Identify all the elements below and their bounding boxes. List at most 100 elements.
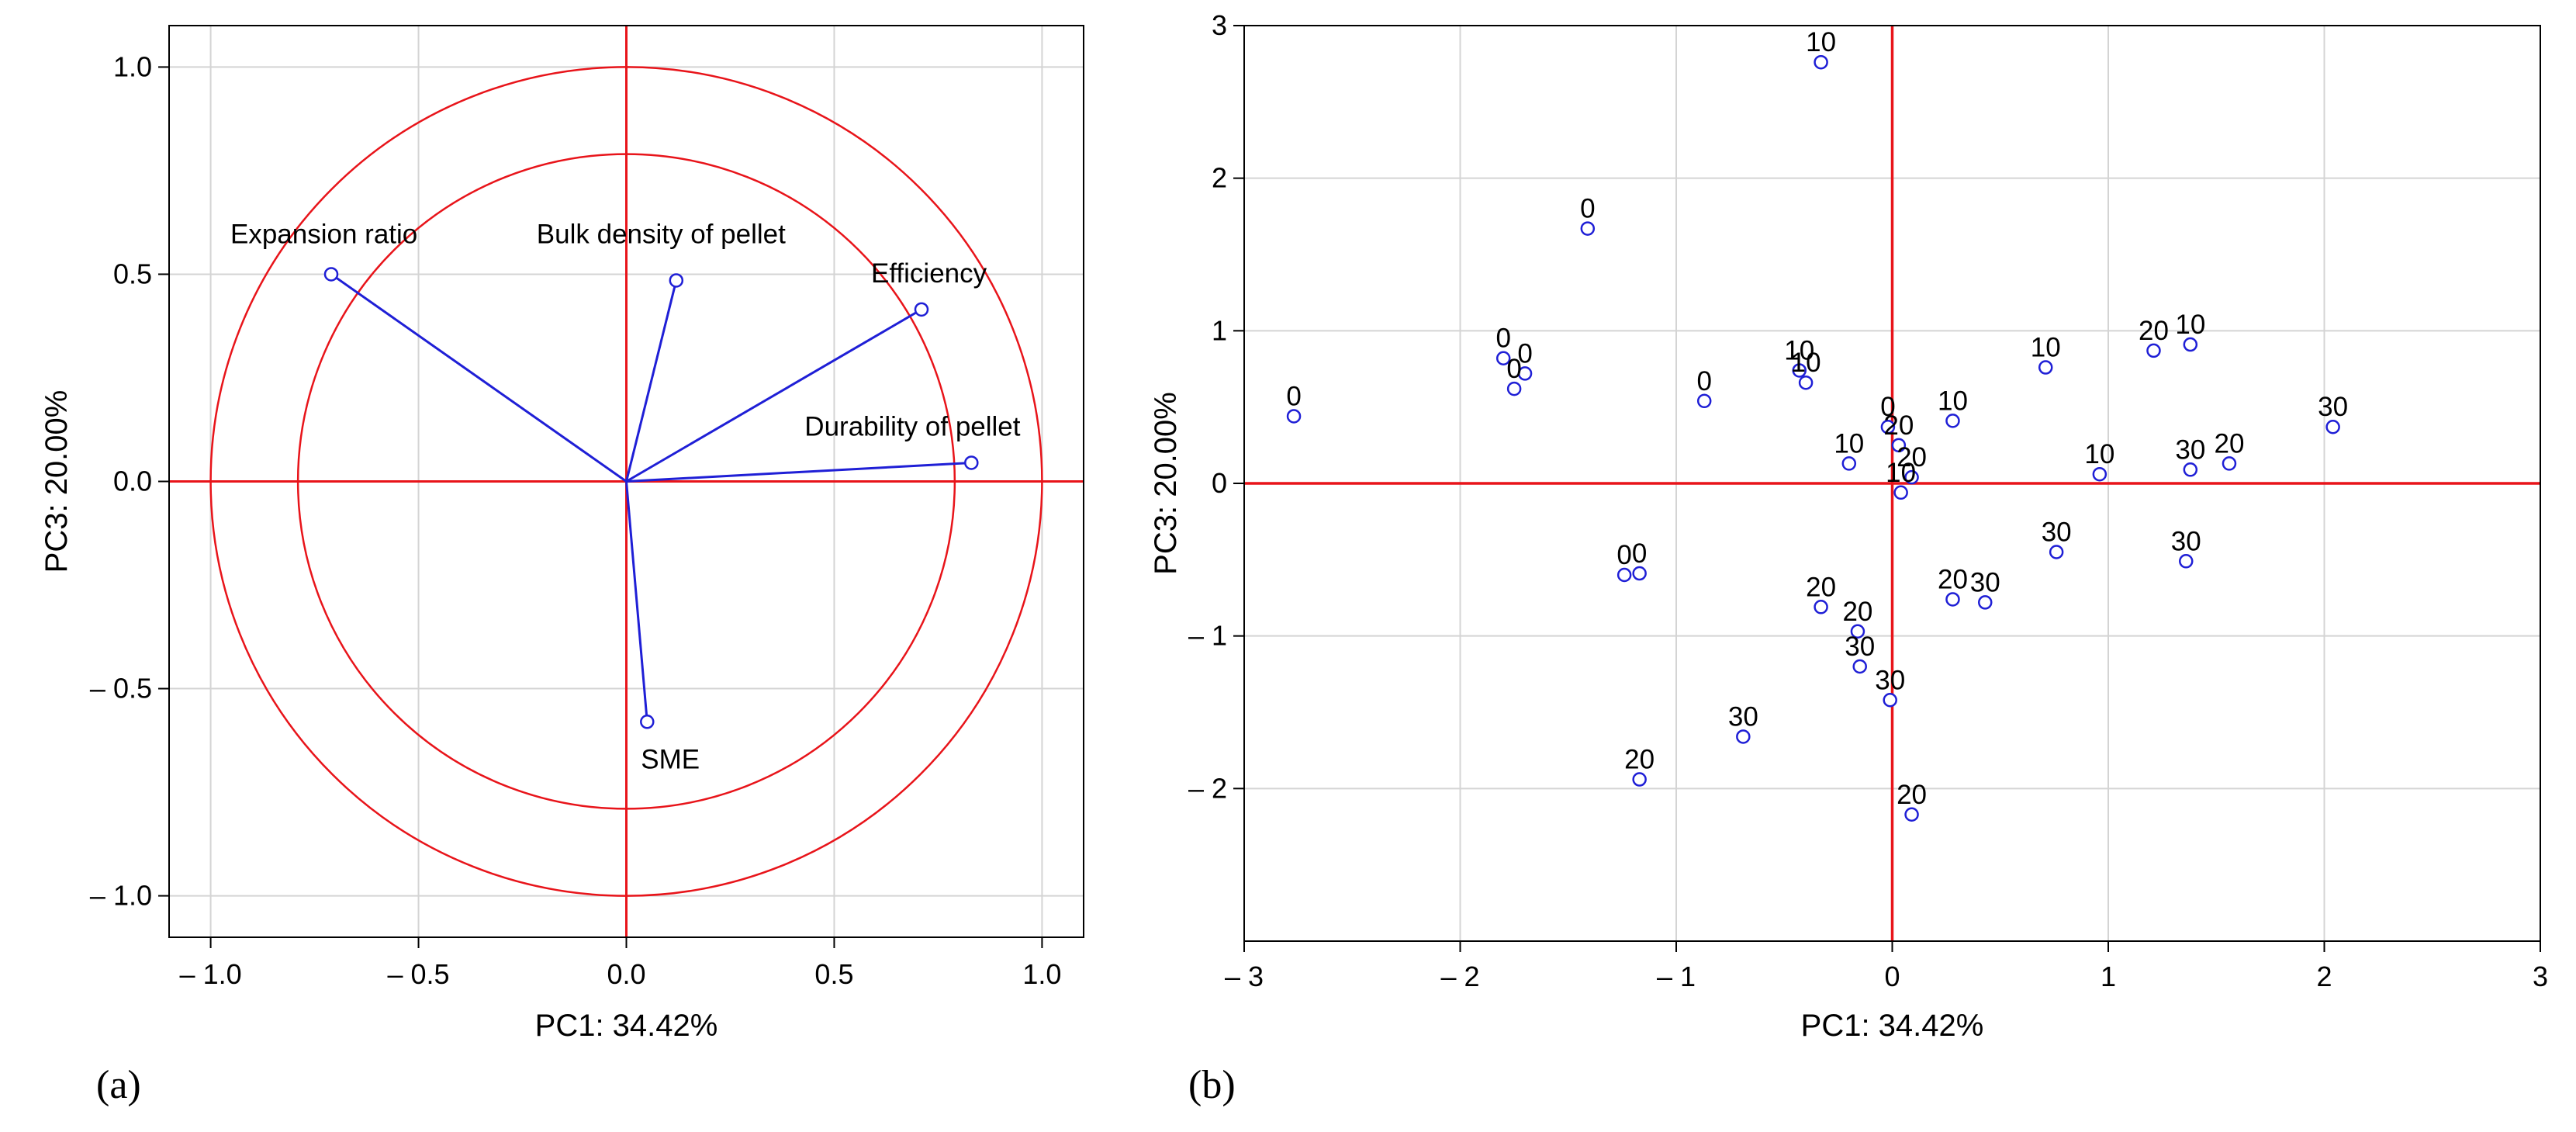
a-vector-endpoint <box>964 455 979 470</box>
a-x-tick-label: 1.0 <box>1022 958 1061 990</box>
a-y-tick-label: 1.0 <box>113 50 152 82</box>
b-data-point <box>1904 807 1919 822</box>
b-point-label: 10 <box>1834 428 1864 459</box>
a-vector-line <box>626 461 972 483</box>
panel-a-loading-plot: Expansion ratio Bulk density of pellet Eff… <box>40 25 1084 1107</box>
b-data-point <box>2049 545 2064 559</box>
b-data-point <box>1945 592 1960 607</box>
a-vector-endpoint <box>323 267 339 282</box>
b-point-label: 30 <box>1845 632 1875 662</box>
b-point-label: 20 <box>2214 428 2244 459</box>
b-data-point <box>2183 462 2198 477</box>
a-vector-endpoint <box>640 715 655 729</box>
b-data-point <box>1495 351 1511 365</box>
a-y-tick-label: 0.0 <box>113 466 152 497</box>
b-point-label: 10 <box>1784 335 1814 365</box>
b-point-label: 30 <box>2175 434 2205 465</box>
b-point-label: 0 <box>1616 540 1631 570</box>
b-point-label: 20 <box>1938 564 1968 594</box>
b-point-label: 20 <box>1842 597 1872 627</box>
b-point-label: 30 <box>2042 518 2072 548</box>
b-data-point <box>1580 221 1596 236</box>
b-data-point <box>1893 485 1908 500</box>
b-data-point <box>1852 659 1867 674</box>
b-data-point <box>1945 414 1960 428</box>
b-x-tick-label: 1 <box>2101 961 2116 992</box>
b-point-label: 10 <box>2175 310 2205 340</box>
panel-a-vectors: Expansion ratio Bulk density of pellet Eff… <box>230 219 1021 774</box>
b-point-label: 0 <box>1696 366 1711 396</box>
b-data-point <box>2325 419 2340 434</box>
a-vector-line <box>625 280 678 482</box>
b-data-point <box>1814 600 1828 614</box>
panel-b-x-axis-title: PC1: 34.42% <box>1801 1009 1984 1043</box>
b-data-point <box>2146 343 2161 358</box>
b-x-tick-label: – 3 <box>1225 961 1264 992</box>
panel-a-x-axis-title: PC1: 34.42% <box>535 1009 718 1043</box>
a-vector-label: Expansion ratio <box>230 219 417 249</box>
b-point-label: 0 <box>1880 392 1895 422</box>
b-data-point <box>1736 729 1751 744</box>
b-point-label: 20 <box>2139 316 2169 346</box>
b-data-point <box>1814 54 1828 70</box>
b-point-label: 30 <box>2171 526 2201 556</box>
a-y-tick-label: – 0.5 <box>90 673 152 704</box>
panel-a-y-axis-title: PC3: 20.00% <box>40 390 74 573</box>
b-point-label: 0 <box>1286 381 1301 411</box>
b-data-point <box>1506 381 1522 396</box>
panel-b-ticks: – 3 – 2 – 1 0 1 2 3 – 2 – 1 0 1 2 3 <box>1188 9 2548 992</box>
a-vector-line <box>625 481 648 722</box>
b-point-label: 0 <box>1506 354 1521 384</box>
b-point-label: 20 <box>1806 572 1836 602</box>
a-vector-endpoint <box>669 273 684 288</box>
b-y-tick-label: 2 <box>1212 162 1227 194</box>
b-data-point <box>1978 595 1993 610</box>
b-point-label: 20 <box>1897 780 1927 810</box>
a-vector-line <box>330 273 628 483</box>
b-y-tick-label: 1 <box>1212 314 1227 346</box>
b-point-label: 10 <box>2031 333 2061 363</box>
b-point-label: 0 <box>1580 194 1595 224</box>
b-x-tick-label: – 1 <box>1657 961 1696 992</box>
b-data-point <box>2038 360 2053 375</box>
b-data-point <box>1883 693 1897 708</box>
a-y-tick-label: 0.5 <box>113 258 152 289</box>
b-point-label: 30 <box>1875 665 1905 695</box>
b-data-point <box>1616 567 1632 583</box>
b-x-tick-label: 2 <box>2316 961 2332 992</box>
b-data-point <box>2183 337 2198 352</box>
b-data-point <box>1286 409 1302 424</box>
b-x-tick-label: 3 <box>2533 961 2548 992</box>
a-vector-label: Durability of pellet <box>804 411 1020 441</box>
a-x-tick-label: 0.5 <box>814 958 853 990</box>
b-data-point <box>1891 438 1907 453</box>
panel-a-ticks: – 1.0 – 0.5 0.0 0.5 1.0 – 1.0 – 0.5 0.0 0.5 1.0 <box>90 50 1062 990</box>
b-data-point <box>1880 419 1896 434</box>
a-x-tick-label: – 1.0 <box>180 958 242 990</box>
b-point-label: 10 <box>1886 458 1916 488</box>
panel-b-y-axis-title: PC3: 20.00% <box>1149 392 1183 575</box>
b-point-label: 10 <box>2084 439 2114 469</box>
b-data-point <box>2092 466 2107 482</box>
b-data-point <box>1798 375 1814 390</box>
b-data-point <box>1632 772 1647 787</box>
panel-a-label: (a) <box>96 1063 141 1107</box>
b-point-label: 30 <box>2318 392 2348 422</box>
panel-b-label: (b) <box>1188 1063 1236 1107</box>
b-point-label: 10 <box>1938 386 1968 416</box>
b-data-point <box>1904 469 1919 485</box>
b-x-tick-label: 0 <box>1884 961 1900 992</box>
b-point-label: 0 <box>1632 538 1647 569</box>
a-y-tick-label: – 1.0 <box>90 880 152 912</box>
a-x-tick-label: 0.0 <box>607 958 645 990</box>
b-point-label: 30 <box>1970 567 2000 597</box>
a-vector-label: SME <box>641 744 700 774</box>
b-data-point <box>1792 363 1807 378</box>
b-x-tick-label: – 2 <box>1440 961 1479 992</box>
panel-b-zero-axes <box>1244 26 2540 941</box>
b-y-tick-label: 3 <box>1212 9 1227 41</box>
b-data-point <box>1696 393 1712 409</box>
